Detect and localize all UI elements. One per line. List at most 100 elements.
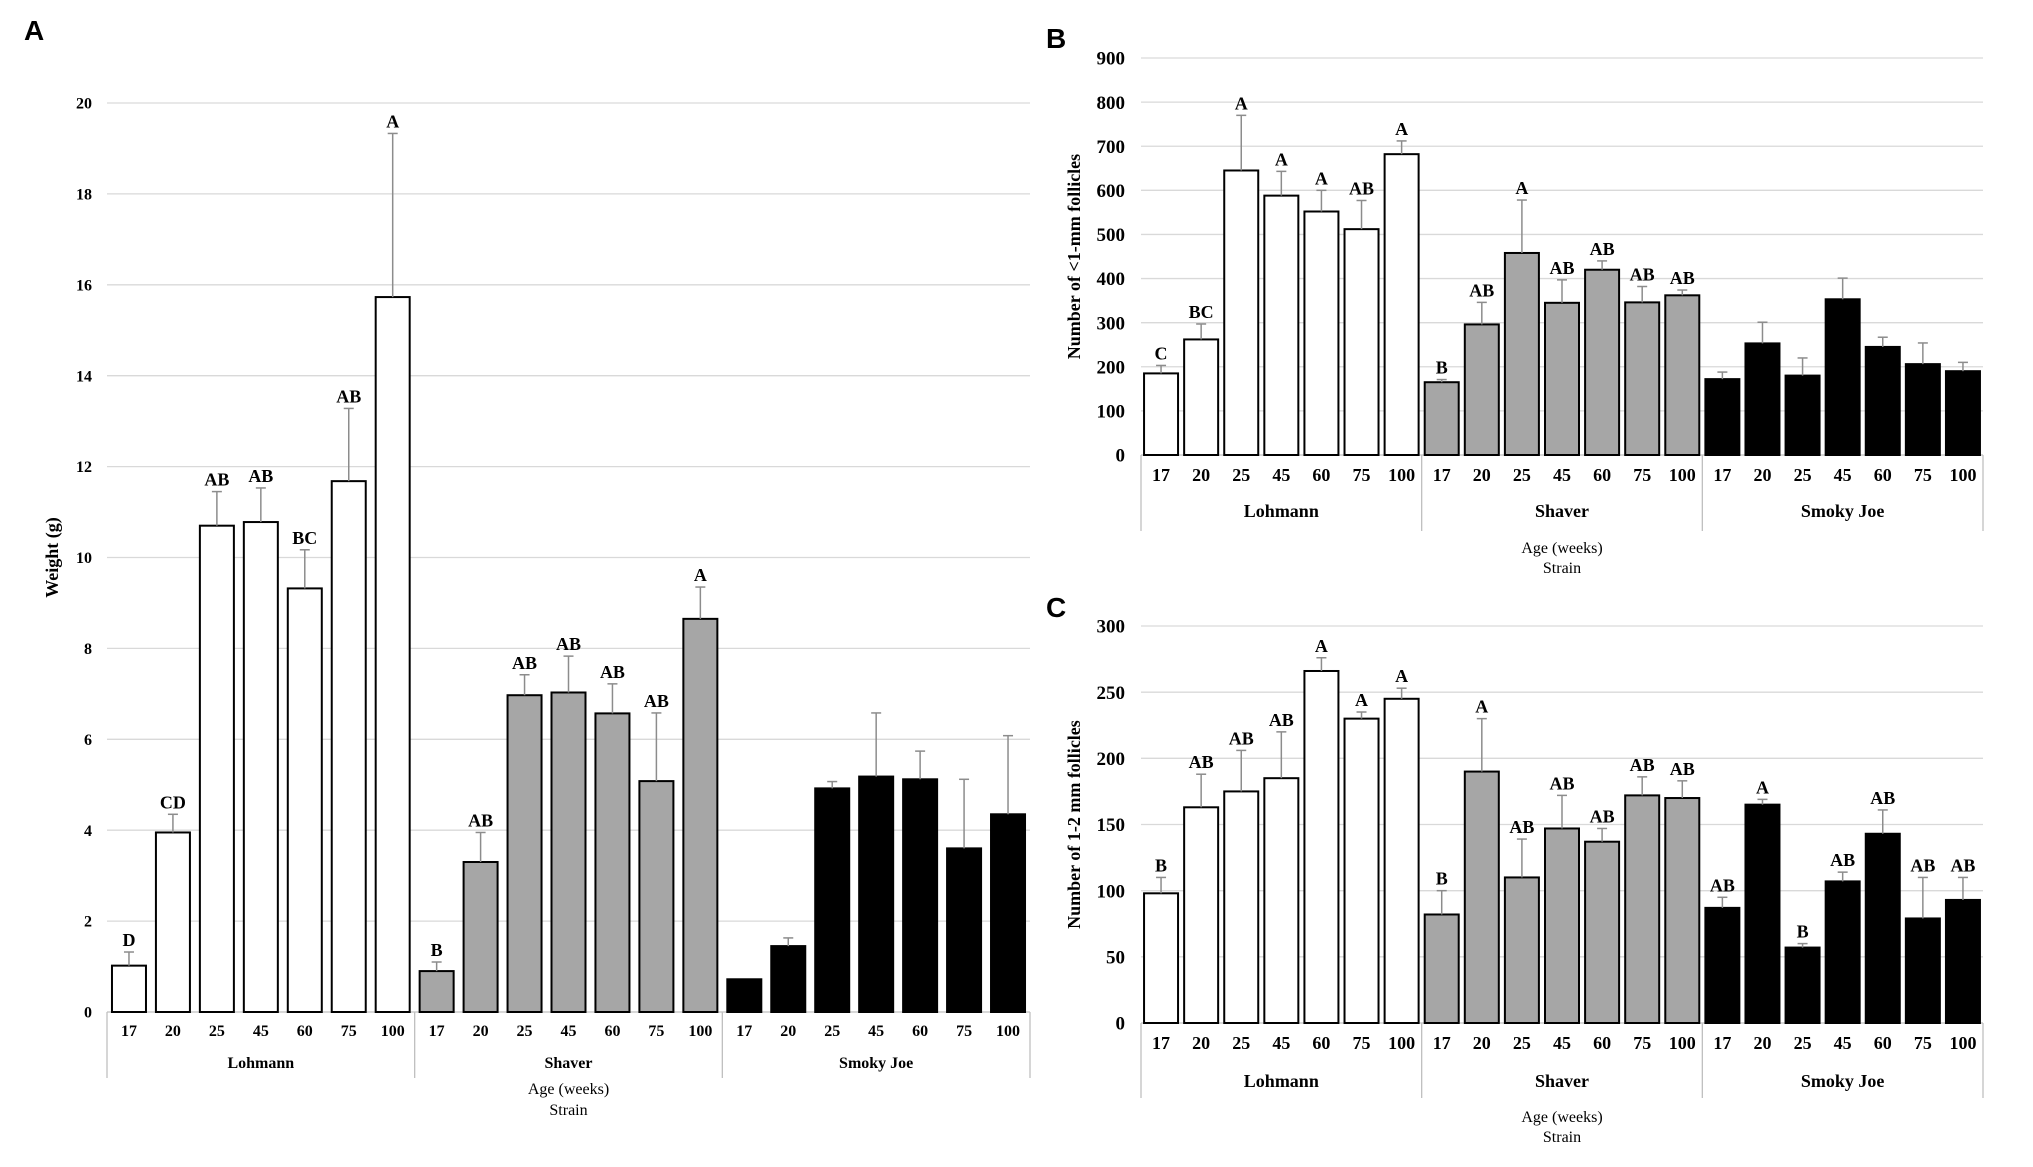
x-axis-label-secondary: Strain bbox=[549, 1102, 587, 1119]
y-tick-label: 800 bbox=[1097, 93, 1126, 114]
y-tick-label: 0 bbox=[84, 1005, 92, 1022]
significance-label: AB bbox=[1870, 788, 1895, 808]
bar bbox=[1303, 669, 1340, 1024]
x-tick-label: 60 bbox=[604, 1023, 620, 1040]
y-tick-label: 400 bbox=[1097, 269, 1126, 290]
bar bbox=[1664, 797, 1701, 1024]
y-tick-label: 500 bbox=[1097, 225, 1126, 246]
x-tick-label: 60 bbox=[1312, 465, 1330, 485]
bar bbox=[1704, 906, 1741, 1024]
group-label: Shaver bbox=[1535, 501, 1589, 521]
x-tick-label: 75 bbox=[1914, 465, 1932, 485]
significance-label: AB bbox=[1469, 280, 1494, 300]
x-tick-label: 20 bbox=[1473, 1033, 1491, 1053]
y-tick-label: 2 bbox=[84, 914, 92, 931]
bar bbox=[1944, 370, 1981, 457]
significance-label: AB bbox=[1189, 752, 1214, 772]
x-tick-label: 100 bbox=[1669, 465, 1696, 485]
x-tick-label: 100 bbox=[996, 1023, 1020, 1040]
x-tick-label: 25 bbox=[1232, 465, 1250, 485]
x-tick-label: 45 bbox=[1553, 1033, 1571, 1053]
significance-label: A bbox=[1475, 697, 1488, 717]
y-tick-label: 100 bbox=[1097, 881, 1126, 902]
bar bbox=[1784, 374, 1821, 457]
significance-label: B bbox=[1436, 869, 1448, 889]
x-tick-label: 20 bbox=[473, 1023, 489, 1040]
bar bbox=[550, 691, 587, 1013]
significance-label: AB bbox=[512, 653, 537, 673]
y-tick-label: 0 bbox=[1116, 446, 1126, 467]
bar bbox=[1263, 194, 1300, 456]
significance-label: AB bbox=[248, 466, 273, 486]
bar bbox=[1664, 294, 1701, 456]
bar bbox=[1223, 790, 1260, 1025]
x-tick-label: 60 bbox=[1874, 465, 1892, 485]
y-tick-label: 10 bbox=[76, 550, 92, 567]
bar bbox=[1143, 892, 1180, 1025]
x-tick-label: 17 bbox=[1433, 465, 1451, 485]
x-tick-label: 100 bbox=[1949, 465, 1976, 485]
group-label: Smoky Joe bbox=[1801, 1071, 1885, 1091]
x-tick-label: 25 bbox=[1794, 465, 1812, 485]
significance-label: AB bbox=[1910, 855, 1935, 875]
x-tick-label: 45 bbox=[1834, 465, 1852, 485]
significance-label: B bbox=[1797, 922, 1809, 942]
significance-label: A bbox=[1395, 666, 1408, 686]
x-tick-label: 45 bbox=[561, 1023, 577, 1040]
bar bbox=[1143, 372, 1180, 456]
bar bbox=[1183, 338, 1220, 457]
x-tick-label: 45 bbox=[253, 1023, 269, 1040]
x-tick-label: 20 bbox=[780, 1023, 796, 1040]
significance-label: AB bbox=[600, 662, 625, 682]
y-tick-label: 100 bbox=[1097, 402, 1126, 423]
bar bbox=[1544, 301, 1580, 457]
significance-label: AB bbox=[1630, 755, 1655, 775]
x-tick-label: 25 bbox=[1513, 465, 1531, 485]
significance-label: A bbox=[1275, 149, 1288, 169]
bar bbox=[154, 831, 191, 1013]
y-tick-label: 200 bbox=[1097, 749, 1126, 770]
x-tick-label: 25 bbox=[1794, 1033, 1812, 1053]
x-tick-label: 100 bbox=[1388, 1033, 1415, 1053]
y-tick-label: 150 bbox=[1097, 815, 1126, 836]
bar bbox=[682, 617, 719, 1013]
bar bbox=[594, 712, 631, 1013]
bar bbox=[1744, 803, 1781, 1025]
y-tick-label: 600 bbox=[1097, 181, 1126, 202]
bar bbox=[1904, 917, 1941, 1024]
bar bbox=[814, 787, 851, 1013]
bar bbox=[1864, 832, 1901, 1024]
significance-label: B bbox=[431, 940, 443, 960]
bar bbox=[1784, 946, 1821, 1025]
x-tick-label: 75 bbox=[956, 1023, 972, 1040]
x-tick-label: 100 bbox=[1388, 465, 1415, 485]
bar bbox=[638, 780, 675, 1014]
significance-label: A bbox=[694, 565, 707, 585]
y-tick-label: 300 bbox=[1097, 617, 1126, 638]
bar bbox=[1904, 363, 1941, 456]
bar bbox=[1864, 345, 1901, 456]
x-tick-label: 25 bbox=[824, 1023, 840, 1040]
group-label: Smoky Joe bbox=[1801, 501, 1885, 521]
y-tick-label: 50 bbox=[1106, 947, 1125, 968]
significance-label: AB bbox=[1710, 875, 1735, 895]
y-tick-label: 14 bbox=[76, 368, 92, 385]
significance-label: AB bbox=[1349, 178, 1374, 198]
bar bbox=[286, 587, 323, 1013]
significance-label: A bbox=[1315, 168, 1328, 188]
x-tick-label: 60 bbox=[1593, 1033, 1611, 1053]
x-tick-label: 17 bbox=[429, 1023, 445, 1040]
bar bbox=[1383, 697, 1420, 1024]
x-tick-label: 45 bbox=[868, 1023, 884, 1040]
x-tick-label: 60 bbox=[1593, 465, 1611, 485]
significance-label: AB bbox=[644, 691, 669, 711]
bar bbox=[1383, 153, 1420, 456]
y-tick-label: 300 bbox=[1097, 313, 1126, 334]
bar bbox=[1744, 342, 1781, 457]
significance-label: AB bbox=[204, 470, 229, 490]
group-label: Lohmann bbox=[1244, 501, 1319, 521]
significance-label: B bbox=[1155, 855, 1167, 875]
bar bbox=[1704, 378, 1741, 456]
bar bbox=[1584, 840, 1621, 1024]
